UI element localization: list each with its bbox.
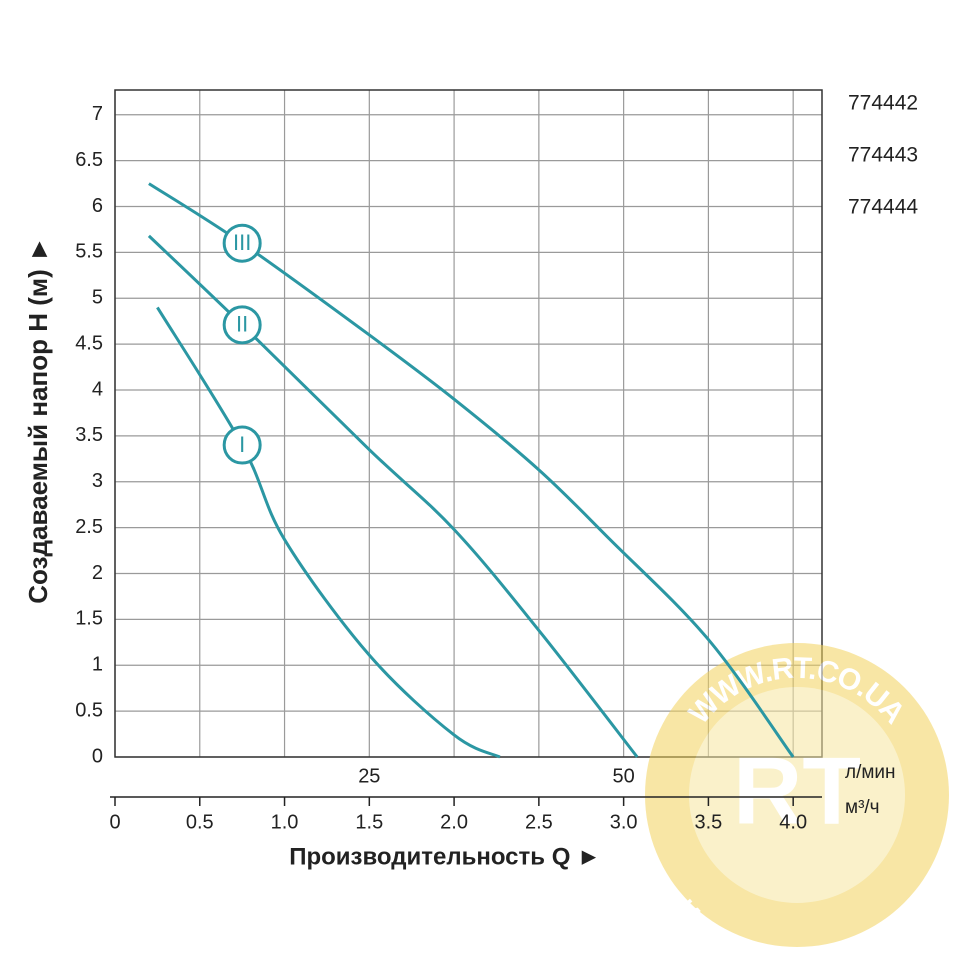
model-label: 774443 [848, 144, 918, 167]
x-tick-label: 1.5 [355, 811, 383, 833]
pump-curve [156, 306, 501, 759]
y-tick-label: 4.5 [75, 332, 103, 354]
curve-label-circle [222, 305, 262, 345]
x-tick-label: 0 [109, 811, 120, 833]
watermark-logo: RT [733, 737, 861, 844]
x-tick-label: 0.5 [186, 811, 214, 833]
pump-curve [148, 182, 795, 758]
model-label: 774444 [848, 196, 918, 219]
y-tick-label: 1.5 [75, 608, 103, 630]
x-tick-label: 4.0 [779, 811, 807, 833]
curve-label-circle [222, 223, 262, 263]
x-unit: м³/ч [845, 797, 880, 818]
y-tick-label: 3 [92, 470, 103, 492]
curve-label: II [236, 312, 248, 337]
y-axis-label: Создаваемый напор H (м) ► [23, 236, 53, 603]
x2-tick-label: 25 [358, 765, 380, 787]
y-tick-label: 5 [92, 287, 103, 309]
y-tick-label: 4 [92, 378, 103, 400]
watermark: WWW.RT.CO.UA Интернет магазин RT [645, 643, 949, 960]
x-tick-label: 3.0 [610, 811, 638, 833]
curve-label: III [233, 230, 251, 255]
y-tick-label: 2.5 [75, 516, 103, 538]
y-tick-label: 7 [92, 103, 103, 125]
model-label: 774442 [848, 92, 918, 115]
y-tick-label: 2 [92, 562, 103, 584]
x-tick-label: 1.0 [271, 811, 299, 833]
x2-tick-label: 50 [613, 765, 635, 787]
x2-unit: л/мин [845, 762, 896, 783]
y-tick-label: 0.5 [75, 699, 103, 721]
curve-label: I [239, 432, 245, 457]
x-tick-label: 2.0 [440, 811, 468, 833]
y-tick-label: 6 [92, 195, 103, 217]
x-tick-label: 2.5 [525, 811, 553, 833]
x-axis-label: Производительность Q ► [289, 843, 601, 870]
plot-frame [114, 89, 823, 758]
y-tick-label: 3.5 [75, 424, 103, 446]
curve-label-circle [222, 425, 262, 465]
x-tick-label: 3.5 [694, 811, 722, 833]
y-tick-label: 1 [92, 654, 103, 676]
watermark-inner [689, 687, 905, 903]
y-tick-label: 0 [92, 745, 103, 767]
y-tick-label: 6.5 [75, 149, 103, 171]
y-tick-label: 5.5 [75, 241, 103, 263]
